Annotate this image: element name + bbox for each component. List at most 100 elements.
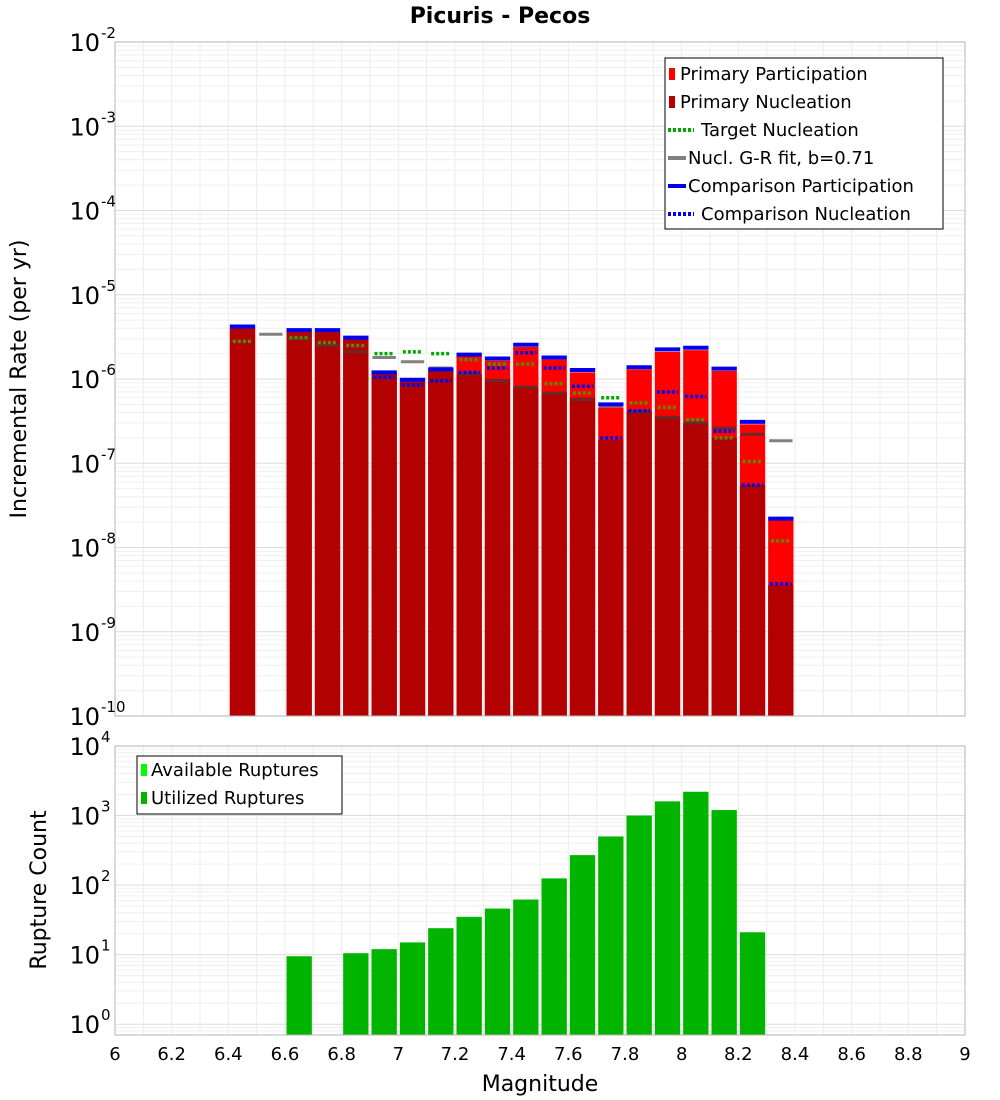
legend-label: Comparison Participation bbox=[688, 176, 914, 197]
top-y-tick-exponent: -6 bbox=[101, 361, 116, 379]
nucleation-bar bbox=[229, 328, 256, 716]
utilized-ruptures-bar bbox=[626, 815, 652, 1035]
legend-label: Primary Participation bbox=[680, 64, 868, 85]
bottom-y-tick-exponent: 4 bbox=[101, 728, 111, 746]
bottom-y-tick-exponent: 1 bbox=[101, 937, 111, 955]
utilized-ruptures-bar bbox=[541, 878, 567, 1035]
nucleation-bar bbox=[626, 410, 652, 716]
x-tick-label: 8 bbox=[676, 1044, 687, 1065]
x-axis-label: Magnitude bbox=[482, 1072, 599, 1097]
nucleation-bar bbox=[654, 416, 681, 716]
nucleation-bar bbox=[456, 373, 482, 716]
top-y-tick-label: 10 bbox=[69, 29, 100, 57]
utilized-ruptures-bar bbox=[286, 956, 312, 1035]
top-plot-frame bbox=[114, 41, 966, 717]
x-tick-label: 6.6 bbox=[271, 1044, 300, 1065]
utilized-ruptures-bar bbox=[683, 791, 709, 1035]
nucleation-bar bbox=[598, 439, 624, 716]
x-tick-label: 6.8 bbox=[327, 1044, 356, 1065]
bottom-y-tick-label: 10 bbox=[69, 942, 100, 970]
bottom-y-tick-exponent: 0 bbox=[101, 1006, 111, 1024]
nucleation-bar bbox=[683, 423, 709, 716]
top-y-tick-exponent: -3 bbox=[101, 108, 116, 126]
nucleation-bar bbox=[286, 332, 312, 716]
top-y-tick-exponent: -5 bbox=[101, 277, 116, 295]
top-y-tick-exponent: -8 bbox=[101, 530, 116, 548]
x-tick-label: 7.8 bbox=[611, 1044, 640, 1065]
utilized-ruptures-bar bbox=[711, 810, 737, 1035]
top-y-tick-exponent: -9 bbox=[101, 614, 116, 632]
utilized-ruptures-bar bbox=[371, 949, 397, 1035]
x-tick-label: 7.2 bbox=[441, 1044, 470, 1065]
x-tick-label: 7.6 bbox=[554, 1044, 583, 1065]
legend-label: Primary Nucleation bbox=[680, 92, 852, 113]
bottom-y-tick-label: 10 bbox=[69, 733, 100, 761]
nucleation-bar bbox=[399, 381, 426, 716]
utilized-ruptures-bar bbox=[428, 928, 454, 1035]
utilized-ruptures-bar bbox=[484, 908, 511, 1035]
bottom-y-tick-label: 10 bbox=[69, 872, 100, 900]
top-plot-markers bbox=[229, 324, 794, 586]
top-y-tick-label: 10 bbox=[69, 703, 100, 731]
x-tick-label: 6.2 bbox=[157, 1044, 186, 1065]
nucleation-bar bbox=[484, 379, 511, 716]
top-y-tick-exponent: -10 bbox=[101, 698, 126, 716]
top-y-axis-label: Incremental Rate (per yr) bbox=[7, 240, 32, 519]
nucleation-bar bbox=[541, 392, 567, 716]
nucleation-bar bbox=[569, 397, 596, 716]
top-y-tick-exponent: -2 bbox=[101, 24, 116, 42]
nucleation-bar bbox=[343, 338, 369, 716]
bottom-y-tick-exponent: 2 bbox=[101, 867, 111, 885]
utilized-ruptures-bar bbox=[654, 801, 681, 1035]
legend-label: Nucl. G-R fit, b=0.71 bbox=[688, 148, 874, 169]
utilized-ruptures-bar bbox=[598, 836, 624, 1035]
legend-swatch bbox=[669, 96, 675, 108]
bottom-y-axis-label: Rupture Count bbox=[27, 810, 52, 970]
utilized-ruptures-bar bbox=[399, 942, 426, 1035]
bottom-legend-box bbox=[136, 755, 343, 815]
nucleation-bar bbox=[768, 584, 794, 716]
bottom-y-tick-exponent: 3 bbox=[101, 798, 111, 816]
nucleation-bar bbox=[711, 437, 737, 716]
bottom-legend: Available Ruptures Utilized Ruptures bbox=[136, 755, 343, 815]
top-y-tick-exponent: -4 bbox=[101, 193, 116, 211]
x-tick-label: 8.6 bbox=[837, 1044, 866, 1065]
legend-swatch bbox=[141, 792, 147, 804]
x-tick-label: 8.2 bbox=[724, 1044, 753, 1065]
top-y-tick-label: 10 bbox=[69, 366, 100, 394]
top-legend-box bbox=[664, 57, 944, 230]
bottom-plot-frame bbox=[114, 745, 966, 1036]
legend-swatch bbox=[141, 764, 147, 776]
utilized-ruptures-bar bbox=[343, 953, 369, 1035]
x-tick-label: 9 bbox=[959, 1044, 970, 1065]
x-tick-label: 7 bbox=[393, 1044, 404, 1065]
top-legend: Primary Participation Primary Nucleation T… bbox=[664, 57, 944, 230]
nucleation-bar bbox=[371, 373, 397, 716]
top-y-tick-exponent: -7 bbox=[101, 445, 116, 463]
nucleation-bar bbox=[314, 332, 341, 716]
legend-label: Utilized Ruptures bbox=[151, 788, 304, 809]
top-y-tick-label: 10 bbox=[69, 282, 100, 310]
bottom-y-tick-label: 10 bbox=[69, 803, 100, 831]
nucleation-bar bbox=[513, 387, 539, 716]
x-tick-label: 6 bbox=[109, 1044, 120, 1065]
top-y-tick-label: 10 bbox=[69, 113, 100, 141]
legend-label: Available Ruptures bbox=[151, 760, 319, 781]
chart-title: Picuris - Pecos bbox=[410, 4, 591, 29]
bottom-plot-bars bbox=[286, 791, 766, 1035]
utilized-ruptures-bar bbox=[513, 899, 539, 1035]
top-y-tick-label: 10 bbox=[69, 535, 100, 563]
top-plot-bars bbox=[229, 328, 794, 716]
nucleation-bar bbox=[739, 485, 766, 716]
legend-label: Target Nucleation bbox=[700, 120, 859, 141]
utilized-ruptures-bar bbox=[739, 932, 766, 1035]
top-y-tick-label: 10 bbox=[69, 198, 100, 226]
utilized-ruptures-bar bbox=[456, 916, 482, 1035]
top-y-tick-label: 10 bbox=[69, 450, 100, 478]
nucleation-bar bbox=[428, 370, 454, 716]
x-tick-label: 6.4 bbox=[214, 1044, 243, 1065]
bottom-y-tick-label: 10 bbox=[69, 1011, 100, 1039]
